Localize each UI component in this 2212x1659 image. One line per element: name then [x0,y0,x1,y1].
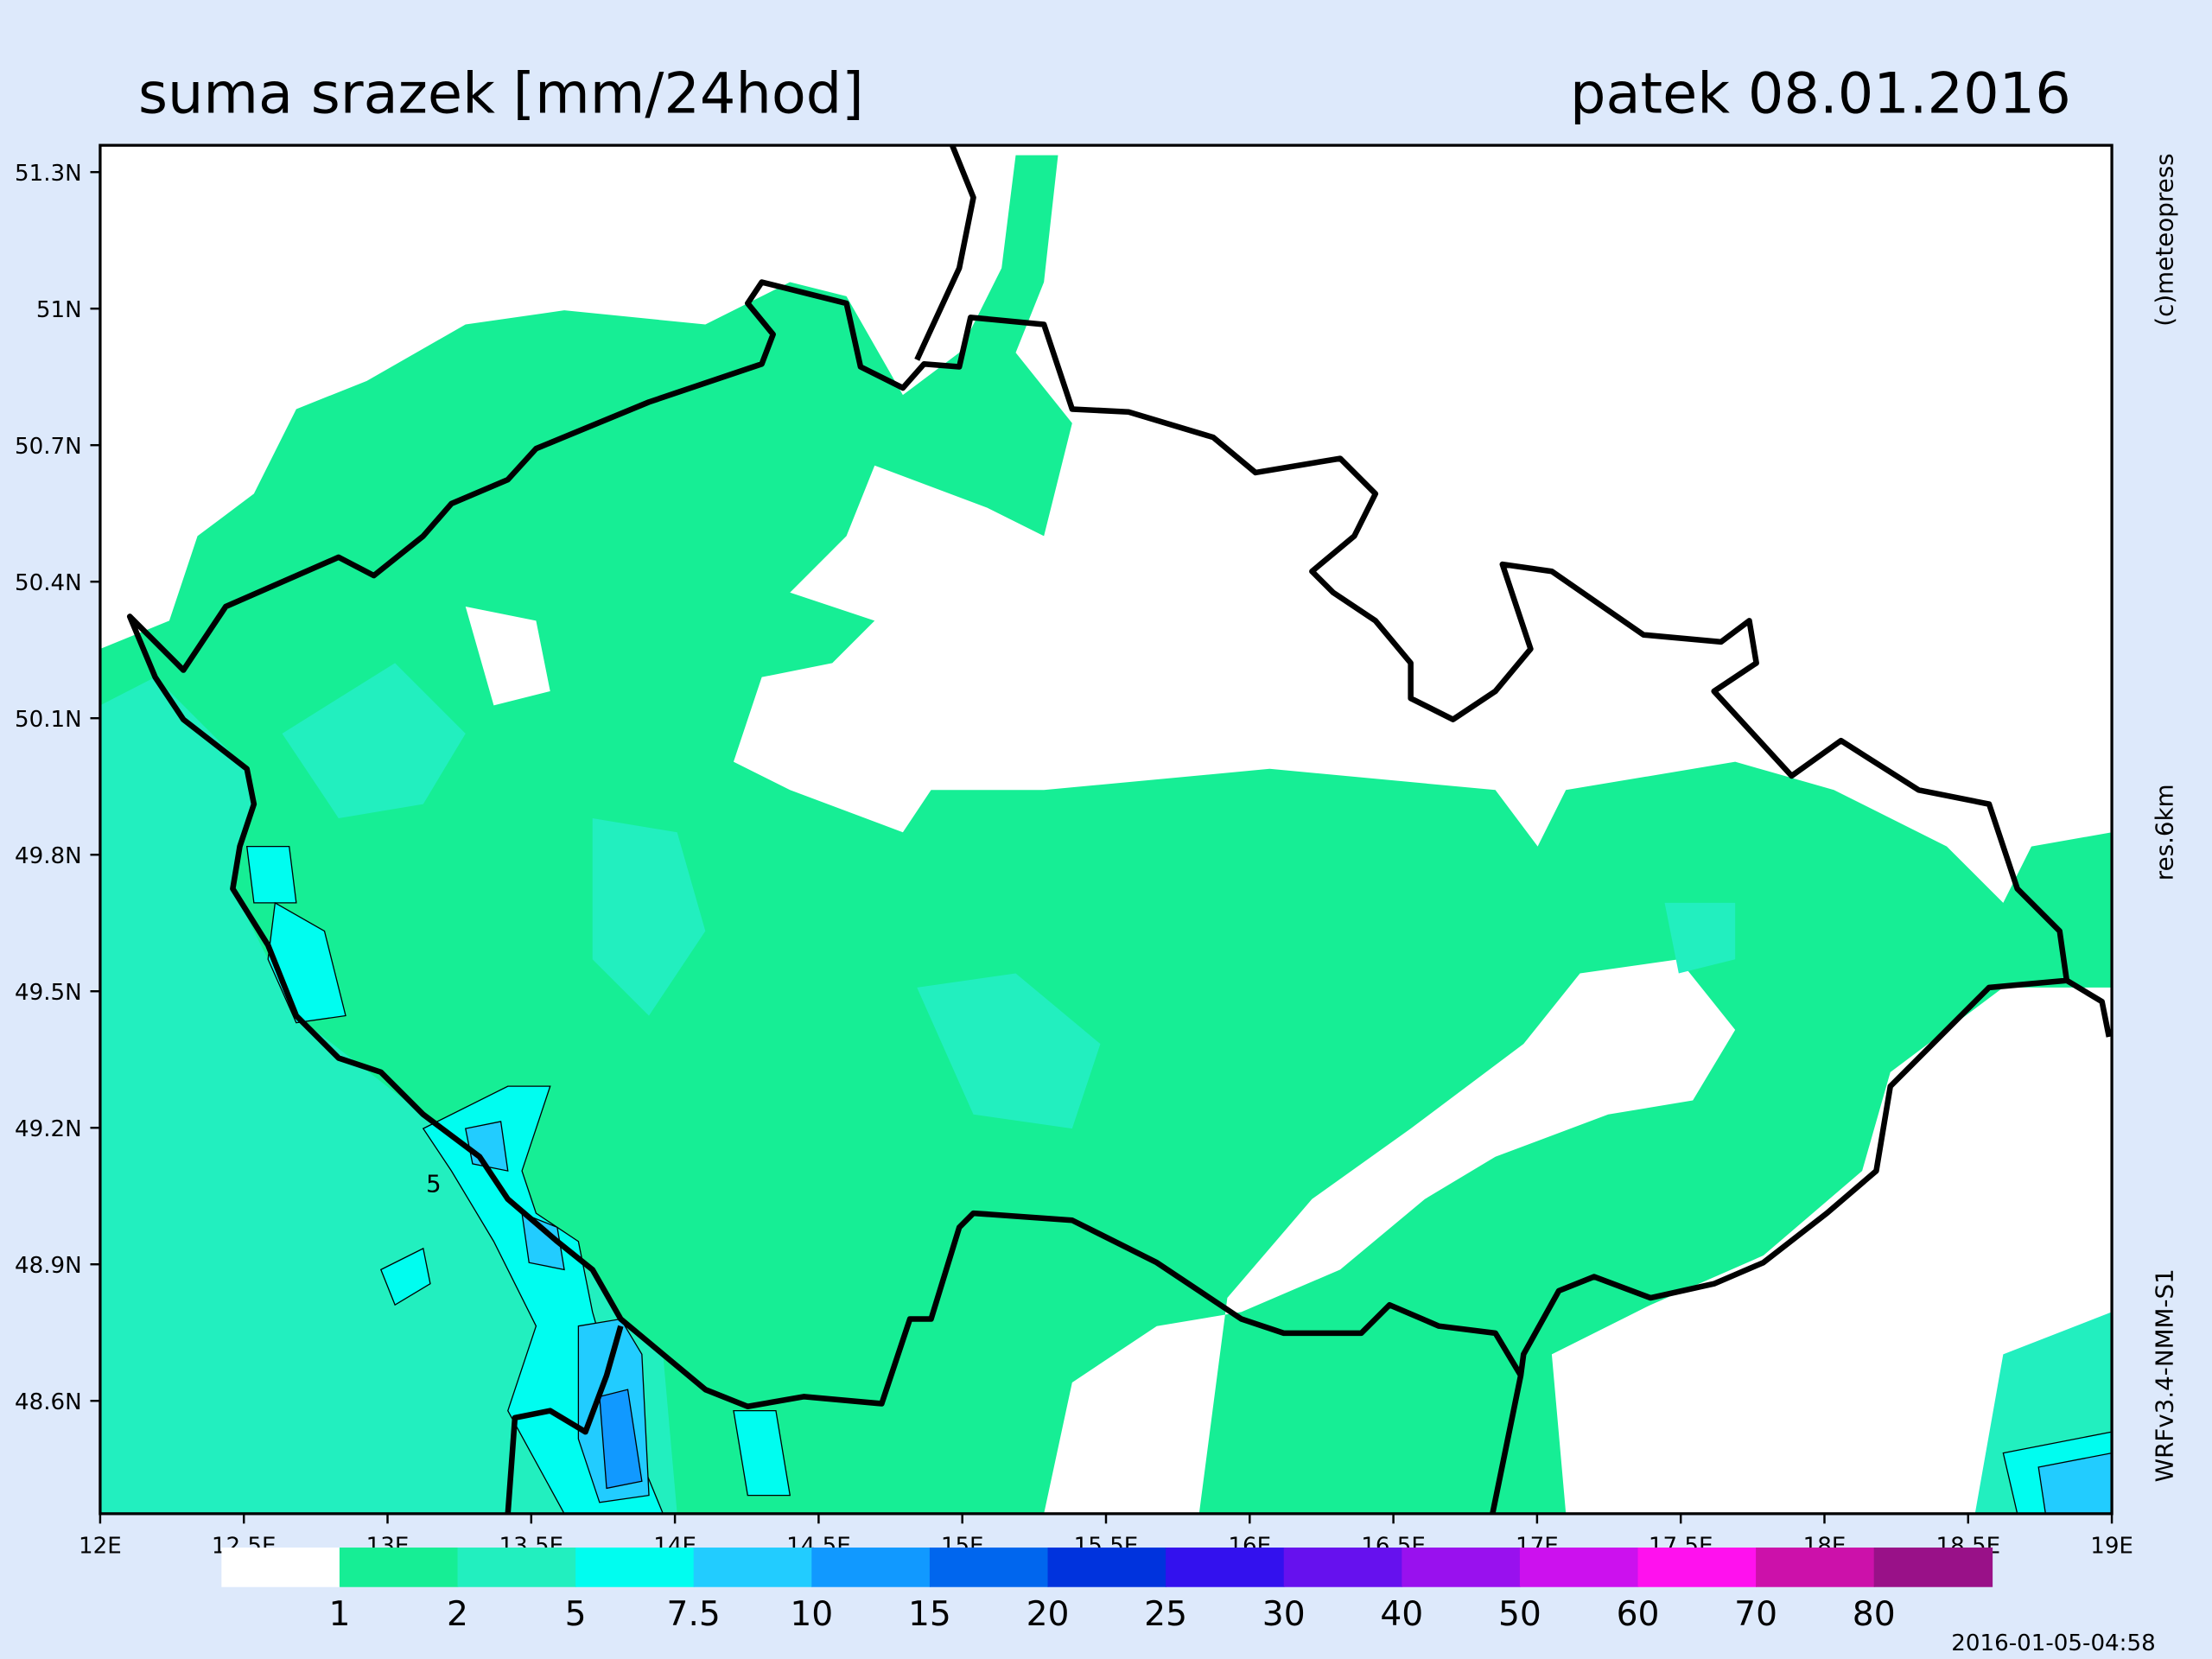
legend-swatch [339,1548,459,1587]
lon-tick-label: 19E [2090,1534,2133,1560]
field-region [99,145,2113,903]
legend-level: 15 [908,1595,951,1634]
country-border [2065,977,2113,1038]
date: patek 08.01.2016 [1570,61,2071,127]
field-region [1044,959,1736,1514]
legend-swatch [1283,1548,1403,1587]
legend-swatch [811,1548,931,1587]
legend-level: 80 [1853,1595,1896,1634]
legend-swatch [1047,1548,1166,1587]
legend-level: 20 [1027,1595,1070,1634]
field-region [465,607,550,706]
legend-swatch [575,1548,695,1587]
country-border [914,143,976,361]
legend-swatch [1873,1548,1993,1587]
timestamp: 2016-01-05-04:58 [1951,1630,2155,1656]
legend-level: 30 [1262,1595,1306,1634]
legend-swatch [929,1548,1049,1587]
lat-tick-label: 48.9N [15,1253,82,1279]
borders [126,143,2113,1515]
lat-tick-label: 50.4N [15,570,82,596]
legend-level: 1 [328,1595,350,1634]
country-border [126,279,2070,1410]
contour-label: 5 [426,1170,442,1198]
country-border [505,1325,624,1515]
side-note: WRFv3.4-NMM-S1 [2150,1268,2178,1482]
field-region [282,663,466,818]
legend-swatch [1519,1548,1639,1587]
lat-tick-label: 49.2N [15,1116,82,1142]
field-region [379,1247,431,1306]
legend-swatch [1756,1548,1875,1587]
legend-swatch [1637,1548,1757,1587]
field-region [599,1389,643,1490]
side-note: res.6km [2150,784,2178,880]
field-region [245,845,297,904]
lon-tick-label: 12E [79,1534,122,1560]
lat-tick-label: 48.6N [15,1389,82,1415]
legend-level: 2 [447,1595,468,1634]
field-region [592,817,706,1016]
lat-tick-label: 49.8N [15,843,82,869]
legend-level: 25 [1144,1595,1187,1634]
legend-level: 50 [1498,1595,1541,1634]
legend-swatch [221,1548,340,1587]
legend-swatch [1166,1548,1285,1587]
color-legend: 1 2 5 7.5 10 15 20 25 30 40 50 60 70 80 [221,1548,1993,1634]
legend-swatch [457,1548,576,1587]
field-region [733,1410,791,1497]
legend-level: 60 [1617,1595,1660,1634]
lat-tick-label: 50.1N [15,707,82,733]
lat-tick-label: 50.7N [15,434,82,460]
legend-level: 7.5 [667,1595,721,1634]
country-border [1490,1375,1524,1515]
precip-field [99,145,2113,1515]
legend-level: 10 [790,1595,833,1634]
legend-level: 5 [565,1595,587,1634]
legend-swatch [693,1548,813,1587]
field-region [917,973,1101,1129]
legend-level: 70 [1734,1595,1777,1634]
legend-swatch [1402,1548,1521,1587]
title: suma srazek [mm/24hod] [138,61,864,127]
side-note: (c)meteopress [2150,153,2178,326]
lat-tick-label: 51N [36,297,82,323]
legend-level: 40 [1380,1595,1423,1634]
field-region [1664,902,1736,974]
lat-tick-label: 51.3N [15,161,82,187]
field-region [521,1212,565,1271]
lat-tick-label: 49.5N [15,980,82,1006]
